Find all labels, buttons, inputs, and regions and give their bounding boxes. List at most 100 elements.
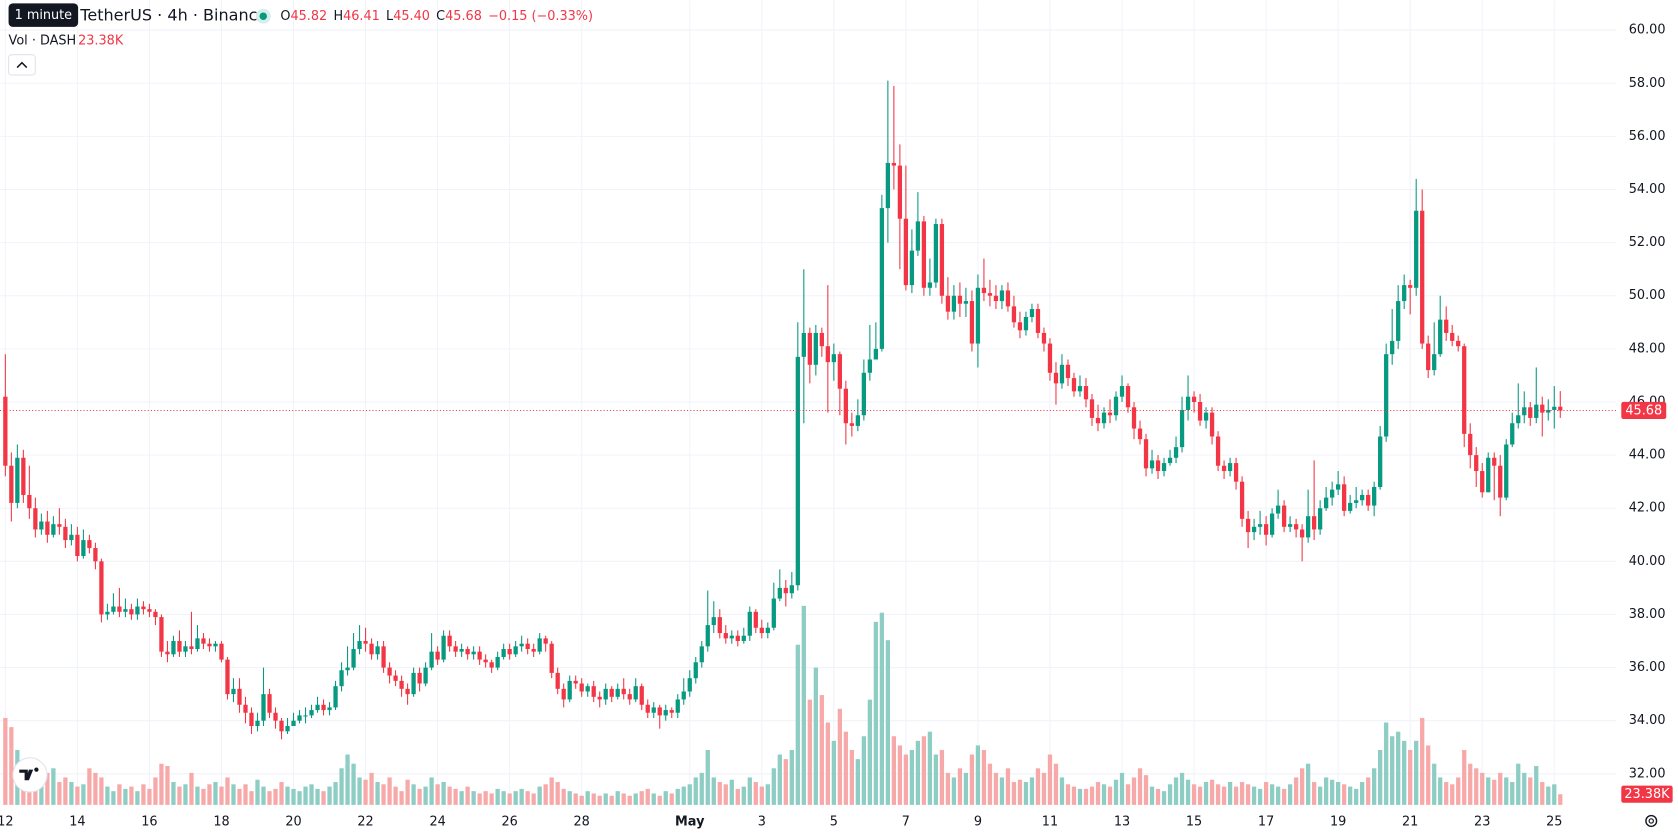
candle-body (99, 561, 104, 615)
x-tick-label: 9 (974, 815, 982, 830)
collapse-button[interactable] (8, 54, 36, 76)
candle-body (597, 696, 602, 700)
candle-body (789, 585, 794, 594)
candle-body (1125, 386, 1131, 408)
volume-bar (1342, 784, 1347, 805)
candle-body (81, 540, 86, 557)
candle-body (951, 295, 957, 312)
x-tick-label: 24 (429, 815, 445, 830)
tv-logo[interactable] (12, 757, 48, 793)
y-tick-label: 32.00 (1629, 766, 1666, 781)
candle-body (1071, 378, 1077, 392)
collapse-button-box[interactable] (8, 54, 36, 76)
volume-bar (1474, 768, 1479, 805)
volume-bar (597, 795, 602, 805)
x-tick-label: 16 (141, 815, 157, 830)
volume-badge-label: 23.38K (1624, 787, 1670, 802)
candle-body (1089, 399, 1095, 418)
volume-bar (1143, 775, 1149, 805)
candle-body (1444, 319, 1449, 333)
volume-bar (837, 708, 842, 805)
volume-bar (1227, 782, 1233, 805)
candle-body (837, 354, 842, 389)
candle-body (357, 641, 362, 649)
volume-bar (1173, 777, 1179, 805)
x-tick-label: 23 (1474, 815, 1490, 830)
volume-bar (633, 793, 638, 805)
candle-body (771, 598, 776, 628)
candle-body (897, 165, 903, 219)
volume-bar (1131, 777, 1137, 805)
volume-bar (189, 772, 194, 805)
volume-bar (465, 786, 470, 805)
candle-body (519, 643, 524, 647)
candle-body (1540, 404, 1545, 413)
volume-bar (1360, 782, 1365, 805)
volume-bar (105, 786, 110, 805)
volume-bar (897, 745, 903, 805)
volume-bar (885, 640, 891, 805)
last-price-label: 45.68 (1625, 404, 1662, 419)
volume-bar (153, 777, 158, 805)
settings-button[interactable] (1645, 814, 1658, 827)
volume-bar (1269, 784, 1275, 805)
candle-body (339, 670, 344, 687)
y-tick-label: 58.00 (1629, 76, 1666, 91)
volume-bar (783, 759, 788, 805)
volume-title: Vol · DASH (9, 33, 77, 48)
volume-bar (1023, 782, 1029, 805)
candle-body (1366, 494, 1371, 506)
volume-bar (867, 699, 873, 805)
volume-bar (933, 754, 939, 805)
candle-body (525, 643, 530, 649)
volume-bar (921, 736, 927, 805)
volume-bar (1414, 740, 1419, 805)
candle-body (351, 648, 356, 668)
candle-body (165, 651, 170, 655)
volume-bar (357, 777, 362, 805)
candle-body (705, 625, 710, 647)
volume-bar (501, 791, 506, 805)
candle-body (1185, 396, 1191, 410)
candle-body (801, 332, 806, 357)
volume-bar (1299, 768, 1305, 805)
volume-bar (1534, 766, 1539, 805)
volume-bar (471, 791, 476, 805)
candle-body (1011, 306, 1017, 323)
candle-body (1558, 406, 1563, 411)
candle-body (795, 356, 800, 586)
volume-bar (1071, 786, 1077, 805)
candle-body (363, 641, 368, 644)
volume-bar (177, 786, 182, 805)
volume-bar (1005, 768, 1011, 805)
ohlc-letter: H (333, 9, 343, 24)
candle-body (765, 627, 770, 634)
candle-body (1336, 484, 1341, 490)
candle-body (87, 540, 92, 549)
ohlc-value: 46.41 (343, 9, 380, 24)
candle-body (381, 646, 386, 668)
volume-bar (1444, 782, 1449, 805)
candle-body (399, 680, 404, 689)
y-tick-label: 40.00 (1629, 554, 1666, 569)
candle-body (321, 704, 326, 711)
volume-bar (825, 722, 830, 805)
volume-bar (1149, 786, 1155, 805)
volume-bar (1468, 763, 1473, 805)
settings-gear[interactable] (1645, 814, 1658, 827)
volume-bar (963, 772, 969, 805)
candle-body (333, 686, 338, 708)
volume-bar (1486, 777, 1491, 805)
volume-bar (765, 784, 770, 805)
volume-bar (363, 779, 368, 805)
candle-body (297, 715, 302, 721)
volume-bar (1540, 782, 1545, 805)
volume-bar (1209, 779, 1215, 805)
symbol-title[interactable]: TetherUS · 4h · Binance (79, 6, 267, 25)
candle-body (177, 641, 182, 652)
x-tick-label: 11 (1042, 815, 1058, 830)
ohlc-value: 45.40 (393, 9, 430, 24)
candle-body (855, 415, 860, 426)
candle-body (1029, 309, 1035, 317)
candle-body (303, 715, 308, 717)
